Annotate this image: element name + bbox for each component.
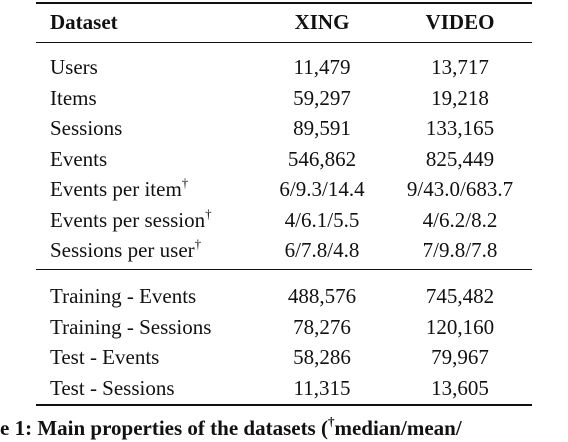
top-rule	[36, 2, 532, 4]
row-label-text: Test - Sessions	[50, 375, 175, 400]
cell-value: 59,297	[293, 85, 351, 110]
caption-mark: †	[327, 414, 335, 429]
cell-value: 6/7.8/4.8	[284, 238, 360, 262]
row-label-text: Training - Events	[50, 284, 197, 308]
cell-value: 120,160	[425, 314, 495, 339]
cell-value: 11,315	[293, 375, 351, 400]
cell-value: 58,286	[293, 345, 351, 369]
mid-rule	[36, 269, 532, 270]
row-label: Events	[50, 147, 107, 171]
caption: e 1: Main properties of the datasets (†m…	[0, 414, 462, 440]
cell-value: 11,479	[293, 55, 351, 79]
cell-value: 4/6.2/8.2	[422, 207, 498, 232]
row-label-text: Events	[50, 146, 108, 171]
footnote-mark: †	[205, 205, 212, 221]
row-label-text: Events per item	[50, 177, 182, 201]
row-label-text: Events per session	[50, 207, 206, 232]
row-label: Training - Sessions	[50, 315, 211, 339]
row-label: Test - Events	[50, 345, 159, 369]
header-cell: Dataset	[50, 10, 118, 34]
header-cell: VIDEO	[425, 10, 495, 34]
row-label: Sessions per user†	[50, 236, 202, 262]
row-label-text: Training - Sessions	[50, 314, 212, 339]
row-label: Users	[50, 55, 98, 79]
row-label: Sessions	[50, 116, 122, 140]
cell-value: 89,591	[293, 116, 351, 140]
cell-value: 13,717	[431, 55, 489, 79]
footnote-mark: †	[194, 236, 202, 251]
caption-rest: median/mean/	[334, 416, 462, 440]
bottom-rule	[36, 404, 532, 406]
row-label-text: Users	[50, 55, 98, 79]
cell-value: 546,862	[287, 146, 357, 171]
cell-value: 78,276	[293, 314, 351, 339]
row-label-text: Sessions	[50, 116, 123, 140]
cell-value: 19,218	[431, 85, 489, 110]
cell-value: 488,576	[287, 284, 357, 308]
header-cell: XING	[294, 10, 350, 34]
cell-value: 9/43.0/683.7	[406, 177, 514, 201]
footnote-mark: †	[181, 175, 189, 190]
cell-value: 4/6.1/5.5	[284, 207, 360, 232]
row-label: Test - Sessions	[50, 376, 175, 400]
row-label-text: Sessions per user	[50, 238, 195, 262]
row-label: Events per session†	[50, 205, 212, 232]
cell-value: 7/9.8/7.8	[422, 238, 498, 262]
row-label-text: Items	[50, 85, 97, 110]
cell-value: 79,967	[431, 345, 489, 369]
caption-text: e 1: Main properties of the datasets (	[0, 416, 328, 440]
cell-value: 6/9.3/14.4	[279, 177, 365, 201]
row-label: Items	[50, 86, 97, 110]
cell-value: 133,165	[425, 116, 495, 140]
row-label-text: Test - Events	[50, 345, 160, 369]
cell-value: 825,449	[425, 146, 495, 171]
header-rule	[36, 42, 532, 43]
row-label: Training - Events	[50, 284, 196, 308]
cell-value: 745,482	[425, 284, 495, 308]
row-label: Events per item†	[50, 175, 189, 201]
cell-value: 13,605	[431, 375, 489, 400]
